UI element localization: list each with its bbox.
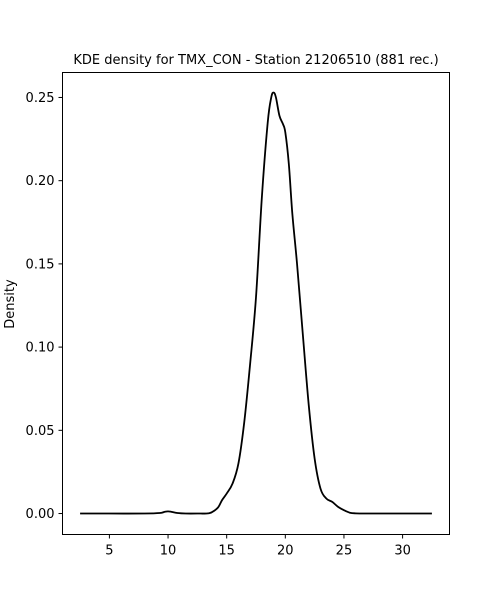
- y-tick-label: 0.25: [26, 91, 55, 106]
- axis-ticks: 5 10 15 20 25 30 0.00 0.05 0.10 0.15 0.20 0.25: [26, 91, 411, 559]
- y-tick-label: 0.05: [26, 424, 55, 439]
- x-tick-label: 30: [394, 544, 411, 559]
- series-layer: [80, 92, 432, 513]
- y-tick-label: 0.15: [26, 257, 55, 272]
- x-tick-label: 20: [277, 544, 294, 559]
- x-tick-label: 15: [218, 544, 235, 559]
- x-tick-label: 25: [336, 544, 353, 559]
- chart-title: KDE density for TMX_CON - Station 212065…: [73, 53, 438, 68]
- y-tick-label: 0.00: [26, 507, 55, 522]
- y-tick-label: 0.10: [26, 341, 55, 356]
- y-tick-label: 0.20: [26, 174, 55, 189]
- x-tick-label: 10: [160, 544, 177, 559]
- x-tick-label: 5: [105, 544, 113, 559]
- y-axis-label: Density: [3, 279, 18, 329]
- density-line: [80, 92, 432, 513]
